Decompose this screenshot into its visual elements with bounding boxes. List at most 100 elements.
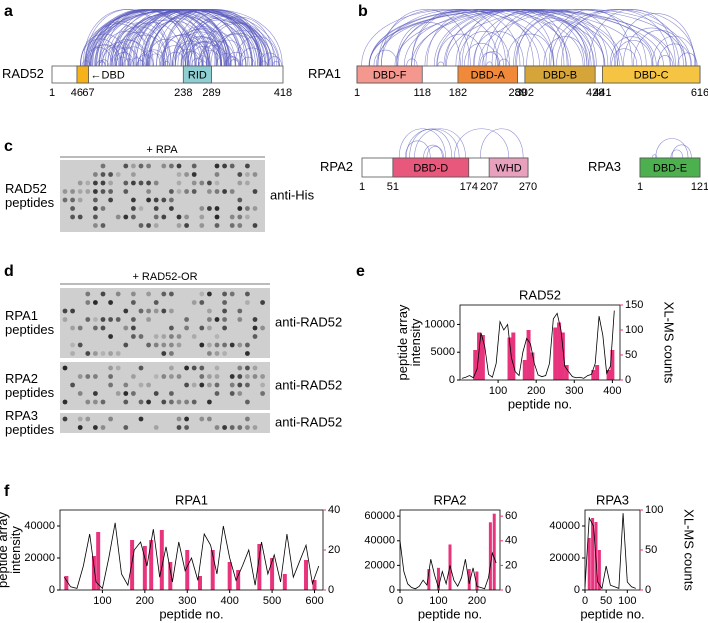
protein-name: RPA3 (588, 159, 621, 174)
crosslink-arc (655, 138, 689, 159)
blot-spot (199, 342, 205, 348)
blot-spot (70, 351, 75, 356)
blot-spot (146, 189, 152, 194)
blot-spot (131, 172, 136, 177)
residue-label: 289 (202, 87, 220, 99)
crosslink-arc (396, 22, 461, 67)
blot-spot (115, 291, 121, 297)
blot-spot (77, 197, 83, 203)
residue-label: 238 (174, 87, 192, 99)
blot-spot (85, 416, 91, 422)
blot-spot (184, 317, 190, 322)
blot-spot (222, 163, 228, 169)
blot-spot (237, 214, 243, 220)
panel-letter: f (4, 483, 10, 500)
bar (587, 538, 591, 590)
bar (64, 576, 69, 590)
y2-tick-label: 150 (625, 299, 643, 311)
residue-label: 289 (508, 87, 526, 99)
crosslink-arc (651, 154, 658, 159)
blot-spot (214, 163, 220, 169)
blot-spot (222, 351, 228, 356)
blot-spot (245, 399, 250, 405)
y-axis-label: peptide arrayintensity (395, 304, 423, 380)
protein-name: RPA1 (308, 66, 341, 81)
bar (210, 550, 215, 590)
bar (436, 567, 440, 590)
blot-spot (108, 365, 113, 371)
blot-spot (146, 223, 152, 228)
blot-spot (214, 351, 220, 356)
blot-spot (146, 342, 152, 348)
crosslink-arc (671, 144, 692, 159)
crosslink-arc (411, 9, 657, 67)
crosslink-arc (426, 146, 444, 159)
blot-spot (191, 189, 197, 194)
blot-spot (176, 189, 182, 194)
crosslink-arc (80, 33, 128, 67)
bar (606, 370, 611, 380)
y2-axis-label: XL-MS counts (662, 302, 677, 384)
blot-spot (138, 163, 144, 169)
blot-spot (153, 391, 159, 396)
crosslink-arc (123, 58, 135, 67)
x-axis-label: peptide no. (159, 606, 223, 621)
bar (591, 370, 596, 380)
blot-image (60, 288, 270, 358)
blot-spot (70, 197, 75, 203)
blot-spot (138, 365, 144, 371)
crosslink-arc (85, 9, 172, 67)
blot-spot (108, 374, 113, 379)
blot-spot (93, 172, 98, 177)
y-tick-label: 0 (574, 584, 580, 596)
blot-spot (108, 317, 113, 322)
crosslink-arc (561, 9, 671, 67)
blot-spot (245, 425, 250, 430)
line (461, 310, 615, 379)
blot-spot (199, 416, 205, 422)
crosslink-arc (96, 9, 190, 67)
crosslink-arc (481, 50, 505, 67)
blot-spot (123, 163, 129, 169)
blot-spot (138, 206, 144, 211)
blot-spot (176, 334, 182, 339)
bar (149, 540, 154, 590)
blot-spot (108, 382, 113, 388)
blot-spot (161, 214, 167, 220)
blot-spot (176, 172, 182, 177)
bar (522, 360, 527, 380)
blot-spot (222, 300, 228, 305)
bar (475, 571, 479, 590)
blot-spot (161, 163, 167, 169)
crosslink-arc (414, 128, 466, 159)
blot-spot (207, 189, 212, 194)
residue-label: 270 (519, 181, 537, 193)
domain-label: DBD-E (653, 162, 687, 174)
y2-tick-label: 20 (328, 544, 340, 556)
blot-spot (161, 334, 167, 339)
blot-spot (245, 374, 250, 379)
blot-spot (260, 325, 265, 331)
blot-spot (100, 180, 106, 186)
y-tick-label: 40000 (24, 520, 55, 532)
blot-spot (115, 391, 121, 396)
label-line: intensity (8, 526, 23, 574)
crosslink-arc (611, 48, 638, 67)
domain (392, 157, 470, 178)
blot-spot (62, 416, 68, 422)
bar (227, 562, 232, 590)
blot-spot (237, 391, 243, 396)
crosslink-arc (658, 43, 692, 67)
blot-spot (138, 180, 144, 186)
blot-spot (176, 163, 182, 169)
blot-spot (214, 334, 220, 339)
blot-spot (77, 180, 83, 186)
blot-spot (93, 300, 98, 305)
crosslink-arc (458, 31, 511, 67)
panel-letter: c (4, 138, 13, 155)
blot-spot (77, 342, 83, 348)
y2-tick-label: 50 (625, 349, 637, 361)
blot-spot (199, 206, 205, 211)
crosslink-arc (267, 56, 282, 67)
blot-spot (245, 163, 250, 169)
